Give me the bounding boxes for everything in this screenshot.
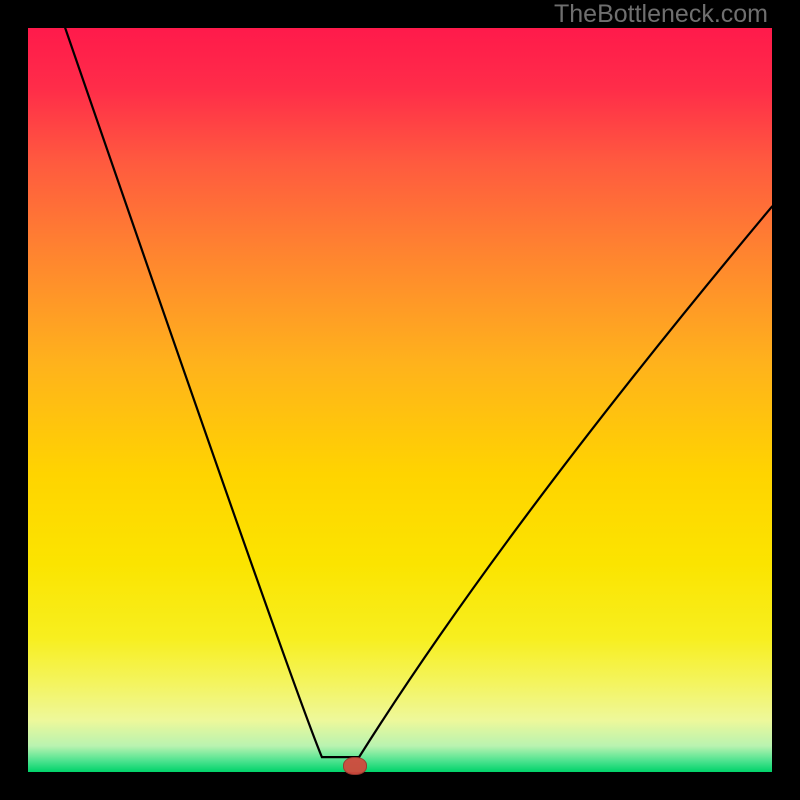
v-curve-path <box>65 28 772 757</box>
watermark-text: TheBottleneck.com <box>554 0 768 29</box>
chart-frame <box>0 0 800 800</box>
optimal-point-marker <box>343 757 367 775</box>
plot-area <box>28 28 772 772</box>
bottleneck-curve <box>28 28 772 772</box>
chart-root: { "canvas": { "width": 800, "height": 80… <box>0 0 800 800</box>
